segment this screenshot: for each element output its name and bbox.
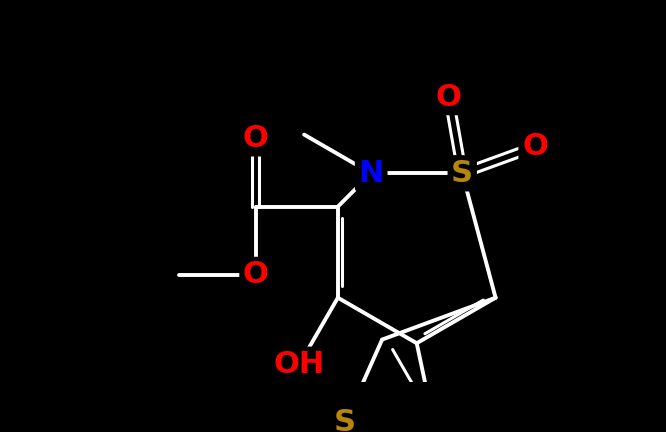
Text: S: S: [334, 408, 356, 432]
Text: N: N: [358, 159, 384, 188]
Text: O: O: [243, 124, 269, 153]
Text: OH: OH: [274, 350, 325, 379]
Text: O: O: [522, 132, 548, 161]
Text: S: S: [452, 159, 474, 188]
Text: O: O: [243, 260, 269, 289]
Text: O: O: [436, 83, 462, 111]
